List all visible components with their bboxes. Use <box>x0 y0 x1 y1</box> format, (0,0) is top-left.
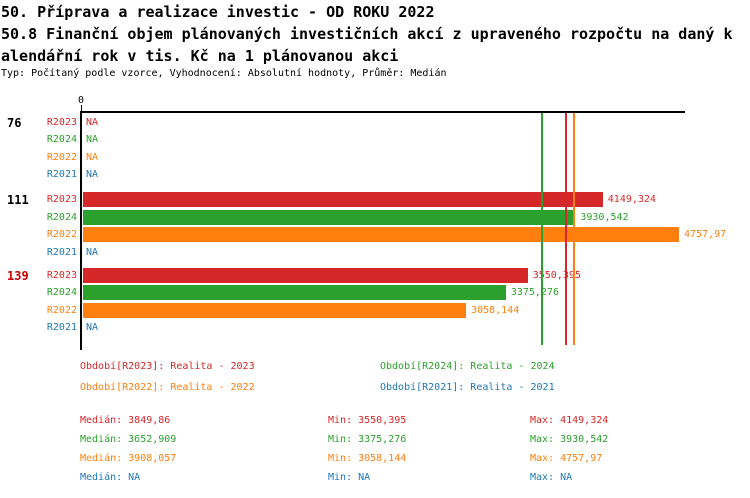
stat-max-R2024: Max: 3930,542 <box>530 434 609 445</box>
legend-item-R2021: Období[R2021]: Realita - 2021 <box>380 382 555 393</box>
legend-item-R2024: Období[R2024]: Realita - 2024 <box>380 361 555 372</box>
series-row-label-R2023: R2023 <box>46 269 77 281</box>
y-axis-line <box>80 111 82 350</box>
series-row-label-R2021: R2021 <box>46 322 77 333</box>
page-title-line-3: alendářní rok v tis. Kč na 1 plánovanou … <box>1 47 399 65</box>
x-axis-line <box>81 111 685 113</box>
group-label: 139 <box>7 268 29 283</box>
bar-value-label: 3930,542 <box>580 211 629 223</box>
stat-max-R2023: Max: 4149,324 <box>530 415 609 426</box>
na-value-label: NA <box>86 246 99 258</box>
stat-min-R2023: Min: 3550,395 <box>328 415 407 426</box>
stat-max-R2022: Max: 4757,97 <box>530 453 603 464</box>
bar-value-label: 4149,324 <box>607 194 656 205</box>
bar-value-label: 3058,144 <box>471 304 520 316</box>
na-value-label: NA <box>86 116 99 128</box>
bar-R2022 <box>83 227 680 242</box>
series-row-label-R2023: R2023 <box>46 194 77 205</box>
stat-min-R2024: Min: 3375,276 <box>328 434 407 445</box>
na-value-label: NA <box>86 151 99 163</box>
page-title-line-2: 50.8 Finanční objem plánovaných investič… <box>1 25 733 43</box>
series-row-label-R2023: R2023 <box>46 116 77 128</box>
bar-value-label: 3550,395 <box>532 269 581 281</box>
na-value-label: NA <box>86 322 99 333</box>
stat-median-R2024: Medián: 3652,909 <box>80 434 177 445</box>
stat-max-R2021: Max: NA <box>530 472 573 483</box>
median-line-R2022 <box>572 113 575 345</box>
stat-min-R2021: Min: NA <box>328 472 371 483</box>
series-row-label-R2022: R2022 <box>46 229 77 240</box>
chart-meta-info: Typ: Počítaný podle vzorce, Vyhodnocení:… <box>1 68 447 79</box>
stat-min-R2022: Min: 3058,144 <box>328 453 407 464</box>
na-value-label: NA <box>86 169 99 180</box>
median-line-R2024 <box>540 113 543 345</box>
series-row-label-R2024: R2024 <box>46 134 77 145</box>
bar-R2023 <box>83 192 603 207</box>
group-label: 111 <box>7 193 29 207</box>
bar-R2023 <box>83 267 528 283</box>
series-row-label-R2022: R2022 <box>46 304 77 316</box>
series-row-label-R2024: R2024 <box>46 287 77 298</box>
na-value-label: NA <box>86 134 99 145</box>
stat-median-R2022: Medián: 3908,057 <box>80 453 177 464</box>
bar-value-label: 4757,97 <box>684 229 727 240</box>
bar-R2024 <box>83 209 576 225</box>
stat-median-R2021: Medián: NA <box>80 472 141 483</box>
page-title-line-1: 50. Příprava a realizace investic - OD R… <box>1 3 435 21</box>
series-row-label-R2024: R2024 <box>46 211 77 223</box>
series-row-label-R2022: R2022 <box>46 151 77 163</box>
bar-R2022 <box>83 302 467 318</box>
median-line-R2023 <box>565 113 568 345</box>
stat-median-R2023: Medián: 3849,86 <box>80 415 171 426</box>
series-row-label-R2021: R2021 <box>46 246 77 258</box>
group-label: 76 <box>7 115 22 130</box>
legend-item-R2022: Období[R2022]: Realita - 2022 <box>80 382 255 393</box>
bar-value-label: 3375,276 <box>510 287 559 298</box>
x-axis-zero-tick-label: 0 <box>77 95 85 106</box>
bar-R2024 <box>83 285 506 300</box>
series-row-label-R2021: R2021 <box>46 169 77 180</box>
legend-item-R2023: Období[R2023]: Realita - 2023 <box>80 361 255 372</box>
